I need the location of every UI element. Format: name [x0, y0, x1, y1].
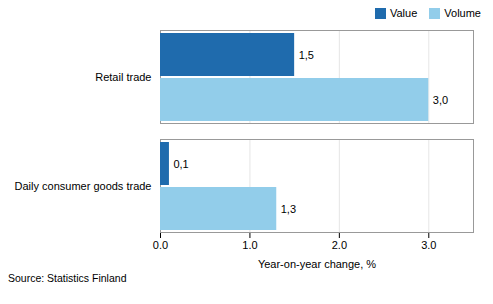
html-text:Source: Statistics Finland: Source: Statistics Finland — [8, 272, 127, 284]
svg-text:Year-on-year change, %: Year-on-year change, % — [258, 258, 376, 270]
svg-text:1,5: 1,5 — [299, 49, 314, 61]
svg-text:2.0: 2.0 — [332, 239, 347, 251]
html-text:Volume: Volume — [444, 7, 481, 19]
svg-text:1.0: 1.0 — [242, 239, 257, 251]
svg-text:3.0: 3.0 — [421, 239, 436, 251]
svg-text:1,3: 1,3 — [281, 203, 296, 215]
html-text:Value: Value — [390, 7, 418, 19]
svg-text:0,1: 0,1 — [173, 158, 188, 170]
svg-text:Retail trade: Retail trade — [95, 71, 151, 83]
svg-text:Daily consumer goods trade: Daily consumer goods trade — [15, 180, 152, 192]
svg-text:0.0: 0.0 — [153, 239, 168, 251]
svg-text:3,0: 3,0 — [433, 94, 448, 106]
